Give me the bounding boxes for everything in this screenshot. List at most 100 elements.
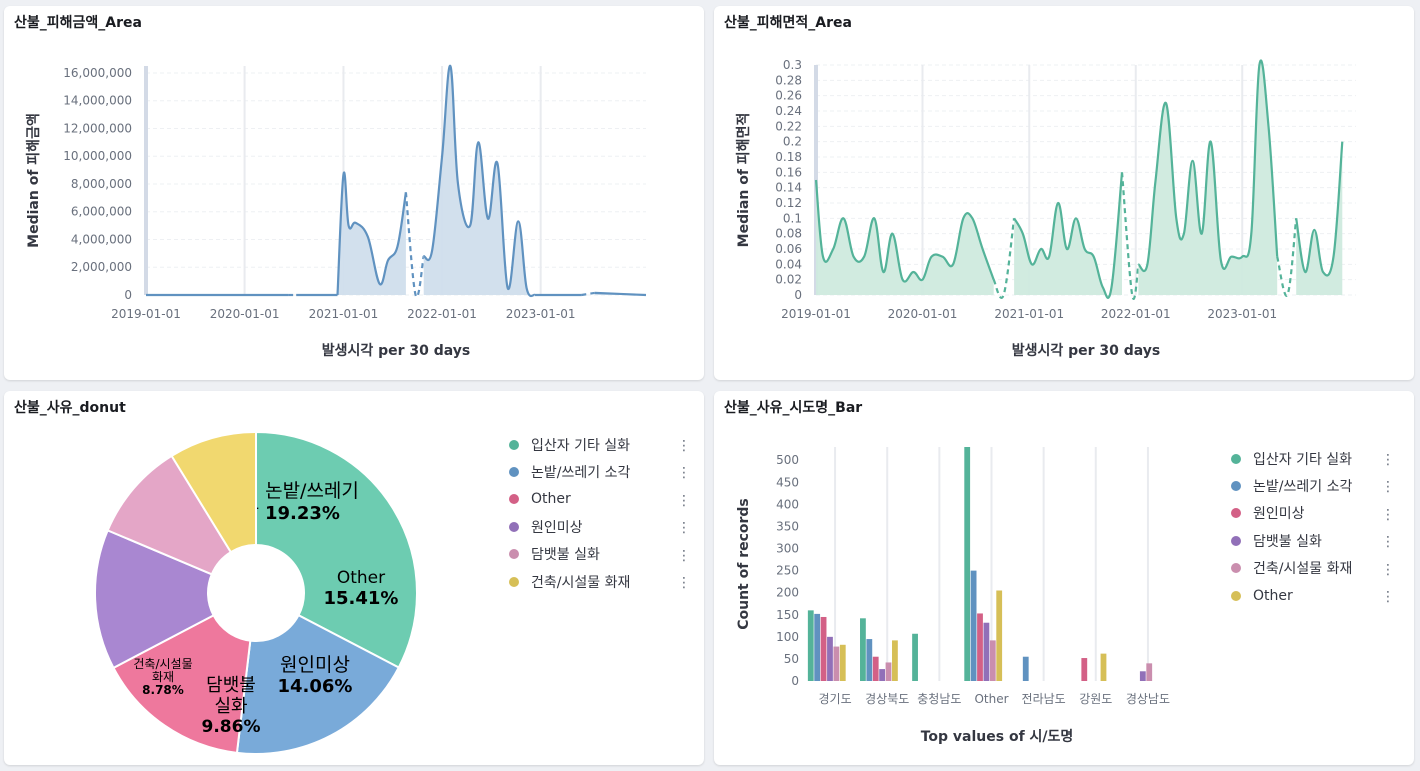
legend-item[interactable]: 건축/시설물 화재 ⋮ — [1231, 555, 1396, 582]
legend-color-dot — [509, 521, 519, 532]
y-tick-label: 0.14 — [775, 181, 802, 195]
bar — [833, 646, 840, 681]
more-options-icon[interactable]: ⋮ — [1381, 588, 1395, 605]
slice-pct: 19.23% — [265, 503, 340, 524]
y-tick-label: 0.2 — [783, 135, 802, 149]
legend-item[interactable]: 담뱃불 실화 ⋮ — [509, 541, 694, 568]
x-tick-label: 2022-01-01 — [1101, 307, 1171, 321]
legend-item[interactable]: 원인미상 ⋮ — [1231, 500, 1396, 527]
y-tick-label: 0.02 — [775, 273, 802, 287]
legend-item[interactable]: 담뱃불 실화 ⋮ — [1231, 527, 1396, 554]
x-axis-label: 발생시각 per 30 days — [322, 342, 471, 359]
y-tick-label: 16,000,000 — [63, 66, 132, 80]
donut-slice — [112, 613, 252, 754]
x-tick-label: 2021-01-01 — [994, 307, 1064, 321]
y-tick-label: 300 — [776, 542, 799, 556]
series-line — [1137, 59, 1279, 273]
x-tick-label: 2022-01-01 — [407, 307, 477, 321]
legend-label: 입산자 기타 실화 — [1253, 451, 1353, 468]
donut-slice — [170, 430, 257, 554]
more-options-icon[interactable]: ⋮ — [1381, 479, 1395, 496]
y-tick-label: 50 — [784, 652, 799, 666]
series-gap-line — [1276, 218, 1298, 297]
y-axis-label: Median of 피해면적 — [735, 113, 752, 248]
bar — [885, 662, 892, 681]
bar-legend: 입산자 기타 실화 ⋮ 논밭/쓰레기 소각 ⋮ 원인미상 ⋮ 담뱃불 실화 ⋮ 건축/시설물 화… — [1231, 445, 1396, 609]
legend-color-dot — [509, 467, 519, 478]
y-tick-label: 0.24 — [775, 104, 802, 118]
area-fill — [1014, 172, 1122, 298]
y-tick-label: 0.22 — [775, 119, 802, 133]
series-line — [814, 179, 995, 283]
y-tick-label: 400 — [776, 497, 799, 511]
bar — [996, 590, 1003, 681]
more-options-icon[interactable]: ⋮ — [677, 492, 691, 509]
damage-area-area-chart: 00.02 0.040.060.08 0.10.120.14 0.160.180.2 0… — [735, 58, 1356, 359]
more-options-icon[interactable]: ⋮ — [1381, 452, 1395, 468]
legend-item[interactable]: 원인미상 ⋮ — [509, 513, 694, 540]
legend-label: 원인미상 — [531, 519, 583, 536]
area-fill — [423, 65, 535, 297]
slice-pct: 8.78% — [142, 683, 184, 697]
legend-item[interactable]: Other ⋮ — [509, 486, 694, 513]
legend-color-dot — [509, 439, 519, 450]
x-tick-label: 2020-01-01 — [888, 307, 958, 321]
more-options-icon[interactable]: ⋮ — [677, 574, 691, 591]
legend-item[interactable]: 건축/시설물 화재 ⋮ — [509, 568, 694, 595]
legend-item[interactable]: 논밭/쓰레기 소각 ⋮ — [1231, 472, 1396, 499]
bar — [989, 640, 996, 681]
y-tick-label: 6,000,000 — [71, 205, 132, 219]
x-axis-label: 발생시각 per 30 days — [1012, 342, 1161, 359]
bar — [866, 639, 873, 681]
legend-item[interactable]: 논밭/쓰레기 소각 ⋮ — [509, 458, 694, 485]
panel-title: 산불_사유_donut — [14, 400, 126, 416]
legend-item[interactable]: Other ⋮ — [1231, 582, 1396, 609]
bar — [1022, 656, 1029, 681]
y-tick-label: 250 — [776, 564, 799, 578]
y-tick-label: 12,000,000 — [63, 121, 132, 135]
legend-label: 논밭/쓰레기 소각 — [531, 465, 631, 482]
legend-label: 원인미상 — [1253, 506, 1305, 523]
y-tick-label: 0.12 — [775, 196, 802, 210]
more-options-icon[interactable]: ⋮ — [677, 520, 691, 537]
bar — [1081, 658, 1088, 681]
legend-color-dot — [509, 549, 519, 560]
more-options-icon[interactable]: ⋮ — [677, 547, 691, 564]
bar — [1146, 663, 1153, 681]
y-tick-label: 10,000,000 — [63, 149, 132, 163]
more-options-icon[interactable]: ⋮ — [1381, 534, 1395, 551]
y-tick-label: 350 — [776, 519, 799, 533]
legend-color-dot — [1231, 563, 1241, 574]
legend-label: 담뱃불 실화 — [531, 547, 600, 564]
x-tick-label: 경상남도 — [1126, 692, 1170, 706]
cause-region-bar-chart: 0 50 100 150 200 250 300 350 400 450 500 경기도 경상북도 충청남… — [736, 447, 1170, 745]
y-tick-label: 0.08 — [775, 227, 802, 241]
y-axis-label: Median of 피해금액 — [25, 113, 42, 248]
bar — [964, 447, 971, 681]
legend-color-dot — [1231, 590, 1241, 601]
damage-amount-area-chart: 0 2,000,000 4,000,000 6,000,000 8,000,000 10,… — [25, 64, 647, 359]
more-options-icon[interactable]: ⋮ — [677, 465, 691, 482]
x-tick-label: 경기도 — [819, 692, 852, 706]
bar — [860, 618, 866, 681]
panel-title: 산불_피해면적_Area — [724, 15, 852, 31]
bar — [827, 636, 833, 681]
more-options-icon[interactable]: ⋮ — [1381, 506, 1395, 523]
y-tick-label: 0.3 — [783, 58, 802, 72]
bar — [807, 610, 814, 681]
series-gap-line — [581, 291, 595, 297]
more-options-icon[interactable]: ⋮ — [1381, 561, 1395, 578]
legend-item[interactable]: 입산자 기타 실화 ⋮ — [509, 431, 694, 458]
slice-label-6: 건축/시설물 화재 8.78% — [133, 657, 192, 697]
slice-text: 담뱃불 — [206, 675, 256, 696]
bar — [912, 633, 918, 681]
x-tick-label: 2019-01-01 — [111, 307, 181, 321]
bar — [970, 570, 977, 681]
more-options-icon[interactable]: ⋮ — [677, 438, 691, 454]
x-tick-label: 전라남도 — [1022, 692, 1066, 706]
panel-title: 산불_피해금액_Area — [14, 15, 142, 31]
y-tick-label: 450 — [776, 475, 799, 489]
legend-item[interactable]: 입산자 기타 실화 ⋮ — [1231, 445, 1396, 472]
